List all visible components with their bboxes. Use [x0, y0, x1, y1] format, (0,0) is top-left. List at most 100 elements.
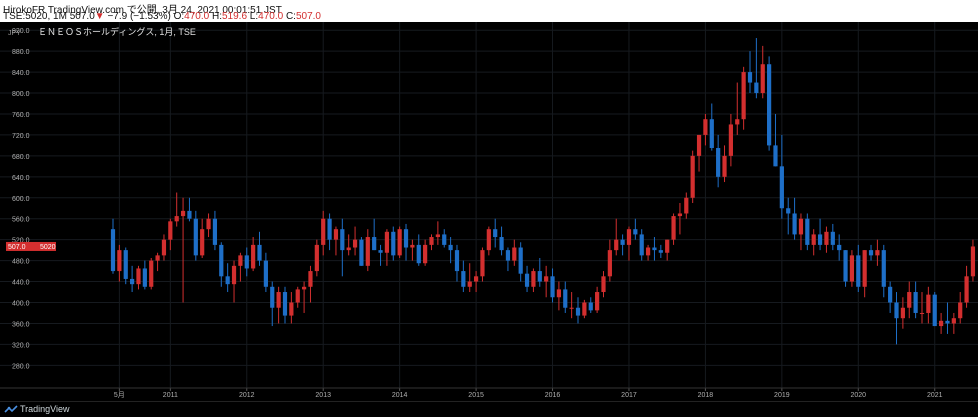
candle-body — [327, 218, 332, 240]
candle-body — [321, 218, 326, 245]
candle-body — [486, 229, 491, 251]
price-tick-label: 880.0 — [12, 49, 30, 56]
candle-body — [537, 271, 542, 282]
candle-body — [652, 247, 657, 251]
candle-body — [767, 64, 772, 146]
candle-body — [378, 250, 383, 253]
candle-body — [805, 218, 810, 245]
symbol-label: TSE:5020 — [3, 11, 48, 22]
close-value: 507.0 — [295, 11, 321, 22]
time-tick-label: 2016 — [545, 392, 561, 399]
time-tick-label: 2013 — [315, 392, 331, 399]
candle-body — [244, 255, 249, 269]
candle-body — [824, 231, 829, 245]
candle-body — [544, 276, 549, 282]
candle-body — [811, 234, 816, 245]
candle-body — [359, 239, 364, 266]
price-tick-label: 760.0 — [12, 112, 30, 119]
candle-body — [779, 166, 784, 209]
candle-body — [926, 294, 931, 313]
candle-body — [626, 229, 632, 245]
candle-body — [493, 229, 498, 238]
price-tick-label: 400.0 — [12, 300, 30, 307]
candle-body — [136, 268, 141, 285]
price-tag-value: 507.0 — [8, 244, 26, 251]
last-price: 507.0 — [69, 11, 95, 22]
candle-body — [206, 218, 211, 230]
candle-body — [499, 237, 504, 251]
low-value: 470.0 — [258, 11, 284, 22]
candle-body — [550, 276, 555, 298]
candle-body — [595, 292, 600, 311]
candle-body — [225, 276, 230, 285]
price-tick-label: 280.0 — [12, 363, 30, 370]
time-tick-label: 2017 — [621, 392, 637, 399]
candle-body — [168, 221, 173, 240]
candle-body — [964, 276, 969, 303]
price-tick-label: 560.0 — [12, 217, 30, 224]
footer: TradingView — [0, 401, 978, 417]
tradingview-logo: TradingView — [4, 404, 70, 414]
candle-body — [582, 302, 587, 316]
candle-body — [512, 247, 517, 261]
price-tick-label: 720.0 — [12, 133, 30, 140]
candle-body — [161, 239, 167, 256]
candle-body — [410, 244, 415, 248]
price-tick-label: 320.0 — [12, 342, 30, 349]
candle-body — [518, 247, 523, 274]
open-value: 470.0 — [184, 11, 210, 22]
candle-body — [645, 247, 651, 256]
candle-body — [480, 250, 485, 277]
candle-body — [881, 250, 886, 287]
price-tick-label: 920.0 — [12, 28, 30, 35]
candle-body — [792, 213, 797, 235]
candle-body — [238, 255, 243, 266]
candle-body — [212, 218, 218, 245]
candle-body — [875, 250, 880, 256]
candle-body — [798, 218, 804, 235]
candle-series — [110, 38, 976, 345]
candle-body — [270, 286, 275, 308]
candle-body — [569, 307, 574, 309]
candlestick-chart[interactable]: 920.0 880.0 840.0 800.0 760.0 720.0 680.0 640.0… — [0, 22, 978, 401]
candle-body — [384, 231, 390, 253]
candle-body — [703, 119, 708, 135]
candle-body — [314, 244, 319, 272]
candle-body — [786, 208, 791, 214]
candle-body — [862, 250, 867, 287]
candle-body — [575, 307, 581, 316]
candle-body — [117, 250, 122, 272]
candle-body — [837, 244, 842, 251]
time-tick-label: 2012 — [239, 392, 255, 399]
candle-body — [200, 229, 205, 256]
candle-body — [110, 229, 116, 272]
candle-body — [473, 276, 479, 282]
time-tick-label: 5月 — [114, 391, 125, 399]
candle-body — [709, 119, 714, 149]
time-tick-label: 2011 — [163, 392, 178, 399]
price-tag-box — [6, 241, 56, 251]
candle-body — [735, 119, 740, 125]
time-tick-label: 2020 — [851, 392, 867, 399]
candle-body — [849, 255, 855, 282]
candle-body — [257, 244, 262, 261]
publish-header: HirokoFR TradingView.com で公開, 3月 24, 202… — [0, 0, 978, 22]
candle-body — [282, 292, 288, 316]
candle-body — [856, 255, 861, 287]
candle-body — [397, 229, 402, 256]
candle-body — [919, 312, 925, 314]
time-tick-label: 2019 — [774, 392, 790, 399]
candle-body — [951, 318, 956, 324]
price-tick-label: 440.0 — [12, 280, 30, 287]
candle-body — [295, 289, 300, 303]
candle-body — [677, 213, 683, 217]
change-down-icon: ▼ — [94, 11, 105, 22]
candle-body — [588, 302, 593, 311]
high-label: H: — [211, 11, 222, 22]
price-tag: 507.0 5020 — [6, 241, 56, 251]
candle-body — [142, 268, 147, 287]
candle-body — [913, 292, 918, 313]
candle-body — [760, 64, 765, 94]
publish-line: HirokoFR TradingView.com で公開, 3月 24, 202… — [3, 5, 282, 16]
price-axis: 920.0 880.0 840.0 800.0 760.0 720.0 680.0 640.0… — [12, 28, 30, 370]
